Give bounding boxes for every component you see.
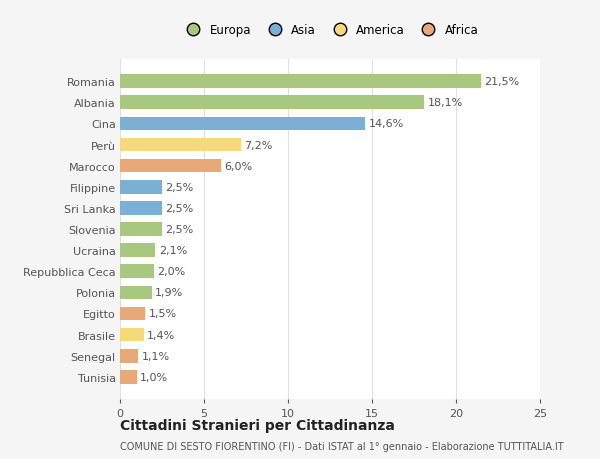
- Bar: [120, 370, 137, 384]
- Text: 1,0%: 1,0%: [140, 372, 168, 382]
- Text: 1,5%: 1,5%: [149, 309, 176, 319]
- Bar: [120, 75, 481, 89]
- Text: 14,6%: 14,6%: [368, 119, 404, 129]
- Text: 7,2%: 7,2%: [244, 140, 272, 150]
- Text: 18,1%: 18,1%: [427, 98, 463, 108]
- Text: 1,4%: 1,4%: [147, 330, 175, 340]
- Bar: [120, 286, 152, 300]
- Bar: [120, 180, 162, 194]
- Bar: [120, 328, 143, 342]
- Bar: [120, 244, 155, 257]
- Text: 6,0%: 6,0%: [224, 161, 252, 171]
- Bar: [120, 96, 424, 110]
- Text: 21,5%: 21,5%: [485, 77, 520, 87]
- Text: 2,1%: 2,1%: [158, 246, 187, 256]
- Bar: [120, 159, 221, 173]
- Text: 1,1%: 1,1%: [142, 351, 170, 361]
- Text: COMUNE DI SESTO FIORENTINO (FI) - Dati ISTAT al 1° gennaio - Elaborazione TUTTIT: COMUNE DI SESTO FIORENTINO (FI) - Dati I…: [120, 441, 563, 451]
- Bar: [120, 265, 154, 279]
- Bar: [120, 138, 241, 152]
- Text: 2,0%: 2,0%: [157, 267, 185, 277]
- Text: 2,5%: 2,5%: [166, 203, 194, 213]
- Bar: [120, 307, 145, 321]
- Bar: [120, 349, 139, 363]
- Legend: Europa, Asia, America, Africa: Europa, Asia, America, Africa: [179, 22, 481, 39]
- Bar: [120, 202, 162, 215]
- Bar: [120, 117, 365, 131]
- Text: 1,9%: 1,9%: [155, 288, 184, 298]
- Text: 2,5%: 2,5%: [166, 224, 194, 235]
- Text: 2,5%: 2,5%: [166, 182, 194, 192]
- Text: Cittadini Stranieri per Cittadinanza: Cittadini Stranieri per Cittadinanza: [120, 418, 395, 431]
- Bar: [120, 223, 162, 236]
